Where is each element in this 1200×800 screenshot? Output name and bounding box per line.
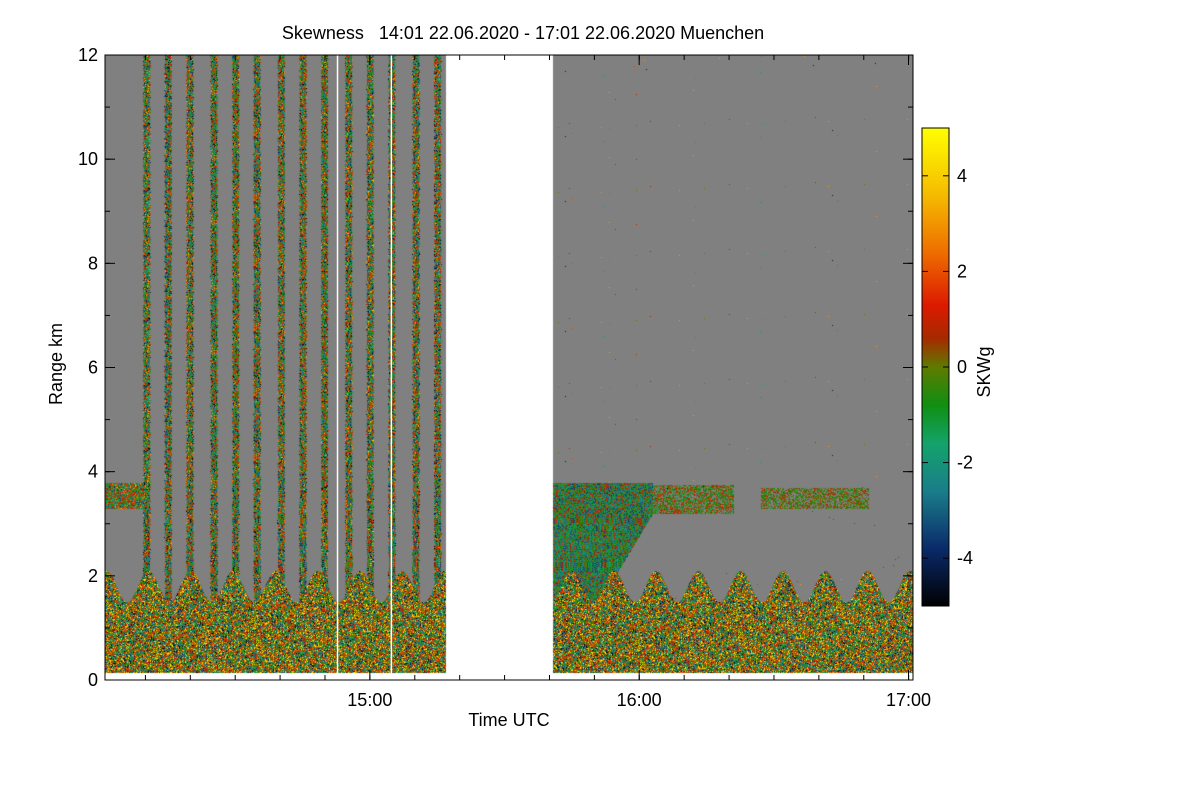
colorbar-tick-label: 0 xyxy=(957,357,967,377)
colorbar-label: SKWg xyxy=(974,346,994,397)
x-axis-label: Time UTC xyxy=(468,710,549,730)
y-tick-label: 8 xyxy=(88,253,98,273)
x-axis: 15:00 16:00 17:00 xyxy=(144,55,931,710)
y-tick-label: 4 xyxy=(88,462,98,482)
y-tick-label: 10 xyxy=(78,149,98,169)
y-tick-label: 2 xyxy=(88,566,98,586)
colorbar-tick-label: -2 xyxy=(957,453,973,473)
x-tick-label: 15:00 xyxy=(347,690,392,710)
y-tick-label: 0 xyxy=(88,670,98,690)
y-axis-label: Range km xyxy=(46,323,66,405)
colorbar-tick-label: -4 xyxy=(957,548,973,568)
y-tick-label: 6 xyxy=(88,358,98,378)
colorbar-tick-label: 4 xyxy=(957,166,967,186)
plot-area xyxy=(105,55,913,680)
x-tick-label: 17:00 xyxy=(886,690,931,710)
y-tick-label: 12 xyxy=(78,45,98,65)
colorbar-ticks: 4 2 0 -2 -4 xyxy=(922,166,973,568)
chart-title: Skewness 14:01 22.06.2020 - 17:01 22.06.… xyxy=(282,23,764,43)
y-axis: 0 2 4 6 8 10 12 xyxy=(78,45,913,690)
x-tick-label: 16:00 xyxy=(617,690,662,710)
colorbar-tick-label: 2 xyxy=(957,261,967,281)
skewness-heatmap xyxy=(105,55,913,680)
